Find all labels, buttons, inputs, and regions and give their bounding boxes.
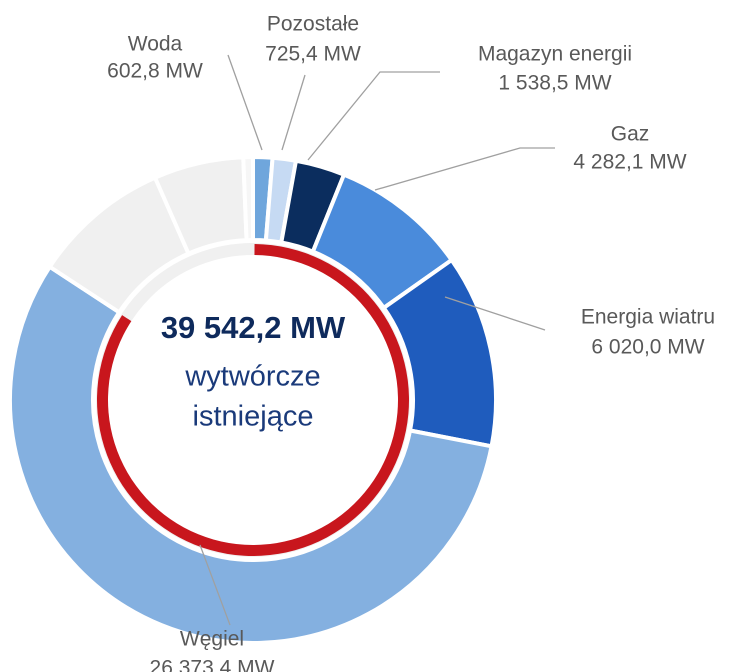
leader-line	[307, 71, 440, 161]
leader-line	[444, 296, 546, 331]
value-label: 26 373,4 MW	[150, 657, 275, 672]
value-label: 6 020,0 MW	[591, 336, 704, 359]
center-value: 39 542,2 MW	[161, 310, 346, 345]
category-label: Węgiel	[180, 628, 244, 651]
value-label: 602,8 MW	[107, 60, 203, 83]
leader-line	[227, 54, 263, 151]
leader-line	[374, 147, 555, 191]
value-label: 1 538,5 MW	[498, 72, 611, 95]
donut-segment	[8, 263, 494, 645]
value-label: 725,4 MW	[265, 43, 361, 66]
category-label: Pozostałe	[267, 13, 359, 36]
category-label: Magazyn energii	[478, 43, 632, 66]
donut-segment	[241, 154, 255, 243]
category-label: Energia wiatru	[581, 306, 715, 329]
category-label: Woda	[128, 33, 183, 56]
center-text: istniejące	[193, 401, 314, 433]
leader-line	[281, 74, 306, 151]
center-text: wytwórcze	[184, 361, 320, 393]
leader-line	[199, 544, 231, 626]
value-label: 4 282,1 MW	[573, 151, 686, 174]
category-label: Gaz	[611, 123, 650, 146]
